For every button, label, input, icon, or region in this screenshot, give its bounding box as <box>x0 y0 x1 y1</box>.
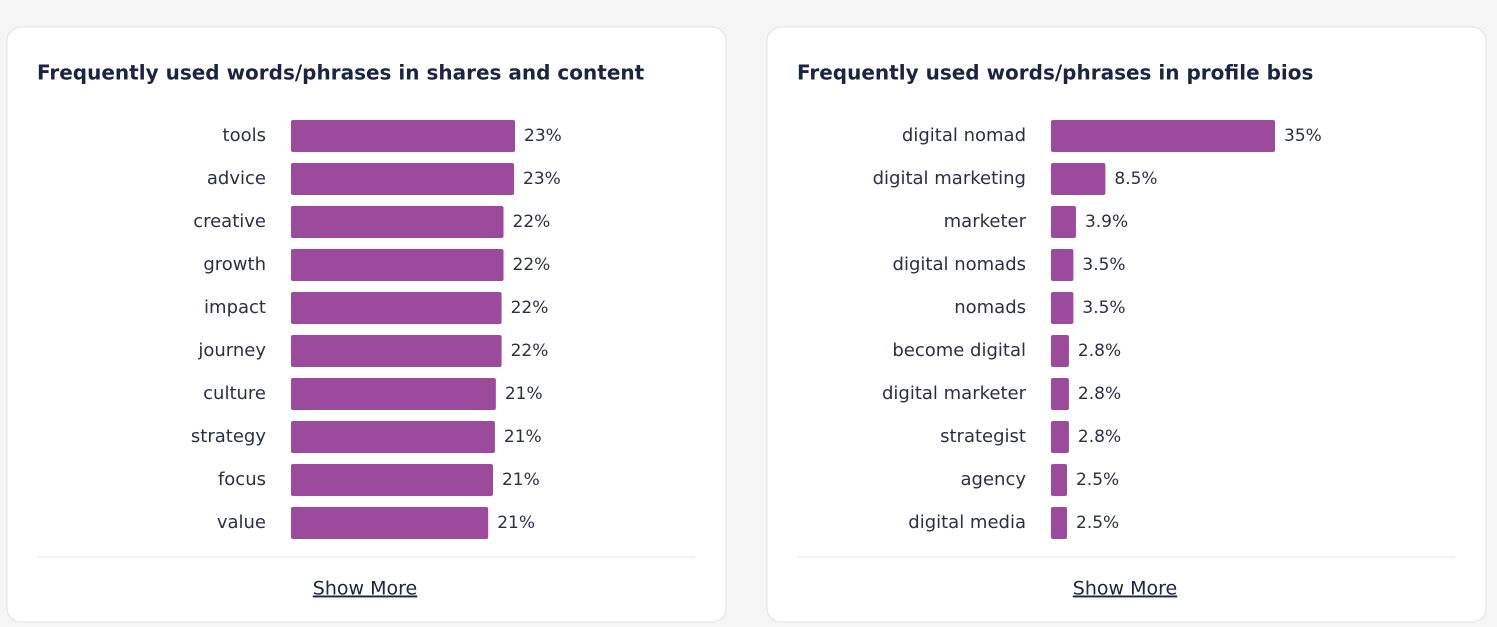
card <box>6 26 727 623</box>
value-label: 2.8% <box>1078 341 1121 361</box>
category-label: digital nomads <box>893 254 1026 275</box>
category-label: growth <box>203 254 266 275</box>
category-label: digital media <box>908 512 1026 533</box>
bar <box>291 507 489 539</box>
value-label: 22% <box>511 341 549 361</box>
category-label: digital marketer <box>882 383 1027 404</box>
category-label: creative <box>193 211 266 232</box>
category-label: tools <box>223 125 266 146</box>
bar <box>1051 464 1067 496</box>
bar <box>1051 335 1069 367</box>
value-label: 21% <box>502 470 540 490</box>
value-label: 2.8% <box>1078 384 1121 404</box>
bar <box>291 120 515 152</box>
category-label: strategist <box>940 426 1026 447</box>
bar <box>291 464 493 496</box>
category-label: agency <box>961 469 1027 490</box>
bar <box>291 292 502 324</box>
value-label: 21% <box>504 427 542 447</box>
value-label: 3.5% <box>1082 298 1125 318</box>
value-label: 21% <box>505 384 543 404</box>
category-label: digital nomad <box>902 125 1026 146</box>
value-label: 3.5% <box>1082 255 1125 275</box>
value-label: 2.5% <box>1076 470 1119 490</box>
chart-title: Frequently used words/phrases in shares … <box>37 61 645 85</box>
bar <box>1051 206 1076 238</box>
category-label: focus <box>218 469 266 490</box>
bar <box>1051 421 1069 453</box>
bar <box>1051 163 1106 195</box>
bar <box>1051 292 1074 324</box>
value-label: 21% <box>497 513 535 533</box>
category-label: digital marketing <box>873 168 1026 189</box>
card <box>766 26 1487 623</box>
value-label: 2.5% <box>1076 513 1119 533</box>
bar <box>291 249 504 281</box>
category-label: culture <box>203 383 266 404</box>
bar <box>1051 120 1275 152</box>
category-label: become digital <box>892 340 1026 361</box>
category-label: strategy <box>191 426 266 447</box>
bar <box>1051 378 1069 410</box>
category-label: impact <box>204 297 266 318</box>
value-label: 23% <box>523 169 561 189</box>
category-label: value <box>217 512 266 533</box>
bar <box>291 206 504 238</box>
bar <box>291 378 496 410</box>
chart-title: Frequently used words/phrases in profile… <box>797 61 1313 85</box>
show-more-button[interactable]: Show More <box>313 578 417 600</box>
value-label: 22% <box>511 298 549 318</box>
category-label: nomads <box>954 297 1026 318</box>
bar <box>291 421 495 453</box>
bar <box>291 163 515 195</box>
show-more-button[interactable]: Show More <box>1073 578 1177 600</box>
value-label: 22% <box>513 212 551 232</box>
bar <box>1051 249 1074 281</box>
category-label: journey <box>197 340 266 361</box>
value-label: 35% <box>1284 126 1322 146</box>
category-label: advice <box>207 168 266 189</box>
bar <box>1051 507 1067 539</box>
category-label: marketer <box>944 211 1027 232</box>
value-label: 23% <box>524 126 562 146</box>
value-label: 2.8% <box>1078 427 1121 447</box>
value-label: 3.9% <box>1085 212 1128 232</box>
value-label: 22% <box>513 255 551 275</box>
value-label: 8.5% <box>1114 169 1157 189</box>
bar <box>291 335 502 367</box>
